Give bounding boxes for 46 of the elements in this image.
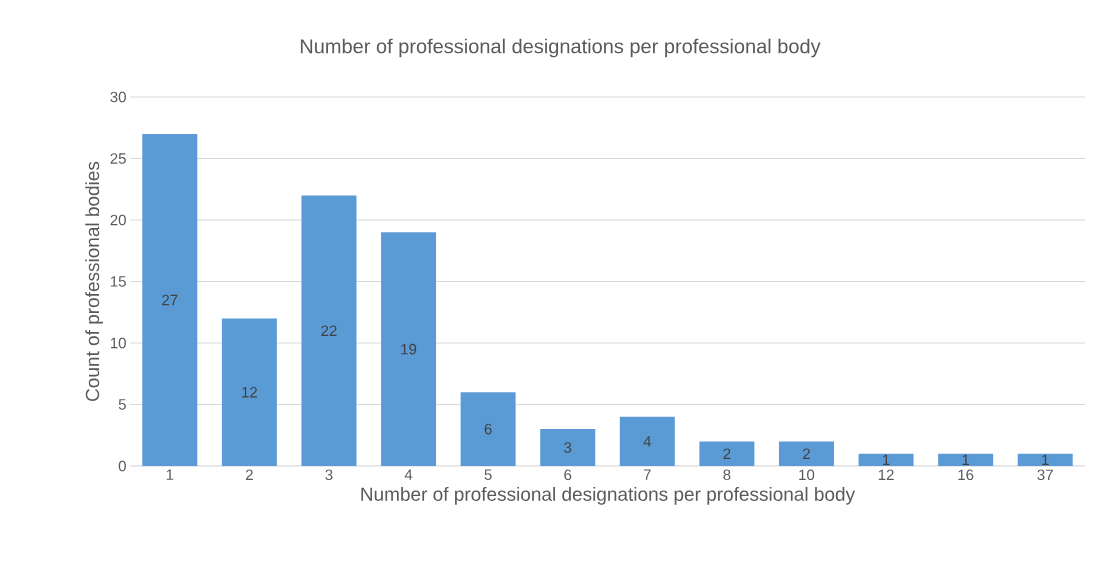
y-tick-label: 30 [110,91,126,103]
data-label: 22 [321,325,337,336]
data-label: 2 [723,448,731,459]
bar [142,133,198,466]
x-tick-label: 4 [404,469,413,480]
bar [1017,453,1073,466]
x-tick-label: 8 [723,469,731,481]
bar [460,392,516,466]
x-tick-label: 7 [643,469,651,480]
x-tick-label: 10 [799,469,815,481]
bar [540,429,596,466]
bar [221,318,277,466]
y-axis-title: Count of professional bodies [85,161,103,401]
data-label: 1 [1042,454,1049,465]
x-axis-title: Number of professional designations per professional body [361,486,856,505]
chart-title: Number of professional designations per professional body [300,38,821,58]
data-label: 6 [484,423,492,435]
x-tick-label: 5 [484,469,492,480]
data-label: 2 [803,448,810,459]
x-tick-label: 12 [878,469,894,480]
x-tick-label: 6 [564,469,572,481]
bar [778,441,834,466]
x-tick-label: 16 [958,469,974,481]
data-label: 27 [162,294,178,306]
data-label: 12 [242,386,257,398]
data-label: 3 [564,442,572,453]
data-label: 1 [883,454,890,465]
bar [619,416,675,466]
y-tick-label: 20 [110,214,126,226]
y-tick-label: 25 [110,153,126,164]
y-tick-label: 15 [110,276,126,287]
y-tick-label: 5 [118,399,126,410]
bar [858,453,914,466]
x-tick-label: 2 [245,469,253,480]
x-tick-label: 37 [1037,469,1053,481]
x-tick-label: 3 [325,469,333,481]
bar [938,453,994,466]
y-tick-label: 0 [118,460,126,472]
y-tick-label: 10 [110,337,126,349]
data-label: 1 [962,454,970,465]
x-tick-label: 1 [166,469,174,480]
bar [699,441,755,466]
bar [301,195,357,466]
data-label: 4 [643,436,652,447]
bar [381,232,437,466]
data-label: 19 [401,343,417,355]
